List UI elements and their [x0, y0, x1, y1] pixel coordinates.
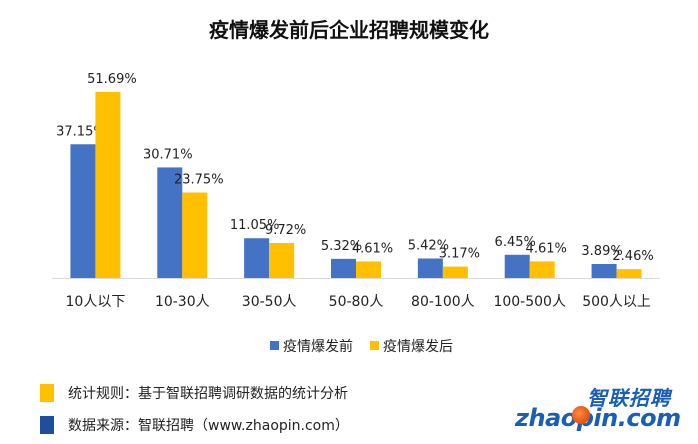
data-label-after-2: 9.72%	[265, 223, 306, 238]
legend-swatch-1	[370, 341, 379, 350]
data-label-after-1: 23.75%	[174, 173, 224, 188]
chart-title: 疫情爆发前后企业招聘规模变化	[209, 18, 489, 42]
data-label-after-6: 2.46%	[612, 249, 653, 264]
data-label-before-3: 5.32%	[321, 239, 362, 254]
logo-dot-icon	[572, 406, 590, 424]
data-label-after-4: 3.17%	[439, 247, 480, 262]
bar-after-1	[182, 192, 208, 278]
legend-swatch-0	[270, 341, 279, 350]
data-label-before-2: 11.05%	[230, 218, 280, 233]
data-label-before-5: 6.45%	[495, 235, 536, 250]
footnote-rule-text: 统计规则：基于智联招聘调研数据的统计分析	[68, 386, 348, 402]
bar-before-6	[591, 263, 617, 278]
footnote-source-text: 数据来源：智联招聘（www.zhaopin.com）	[68, 418, 349, 434]
zhaopin-logo: 智联招聘 zhaopin.com	[515, 380, 681, 440]
x-tick-label-1: 10-30人	[155, 294, 210, 310]
logo-cn-text: 智联招聘	[587, 386, 671, 410]
bar-after-5	[529, 261, 555, 278]
x-tick-label-2: 30-50人	[242, 294, 297, 310]
footnote-source: 数据来源：智联招聘（www.zhaopin.com）	[40, 414, 349, 436]
data-label-before-0: 37.15%	[56, 124, 106, 139]
bar-before-2	[244, 238, 270, 278]
data-label-after-0: 51.69%	[87, 72, 137, 87]
x-tick-label-6: 500人以上	[582, 294, 651, 310]
data-label-before-4: 5.42%	[408, 238, 449, 253]
bar-before-1	[157, 167, 183, 278]
bar-after-6	[616, 269, 642, 278]
footnote-source-swatch	[40, 416, 54, 434]
footnote-rule: 统计规则：基于智联招聘调研数据的统计分析	[40, 382, 348, 404]
data-label-after-3: 4.61%	[352, 241, 393, 256]
bar-before-5	[504, 254, 530, 278]
bar-before-3	[331, 258, 356, 278]
legend-label-1: 疫情爆发后	[383, 339, 453, 355]
footnote-rule-swatch	[40, 384, 54, 402]
x-tick-label-5: 100-500人	[493, 294, 566, 310]
logo-en-text: zhaopin.com	[515, 404, 681, 432]
bar-after-2	[269, 243, 295, 278]
bar-chart: 37.15% 51.69% 10人以下 30.71% 23.75% 10-30人 11.05…	[52, 72, 660, 355]
bar-after-0	[95, 91, 121, 278]
x-tick-label-0: 10人以下	[66, 294, 126, 310]
bar-after-3	[356, 261, 381, 278]
legend-label-0: 疫情爆发前	[283, 338, 353, 355]
bar-before-0	[70, 144, 96, 278]
data-label-before-1: 30.71%	[143, 147, 193, 162]
bar-before-4	[417, 258, 443, 278]
x-tick-label-3: 50-80人	[329, 294, 384, 310]
bar-after-4	[442, 266, 468, 278]
data-label-after-5: 4.61%	[526, 241, 567, 256]
data-label-before-6: 3.89%	[581, 244, 622, 259]
x-tick-label-4: 80-100人	[411, 294, 475, 310]
